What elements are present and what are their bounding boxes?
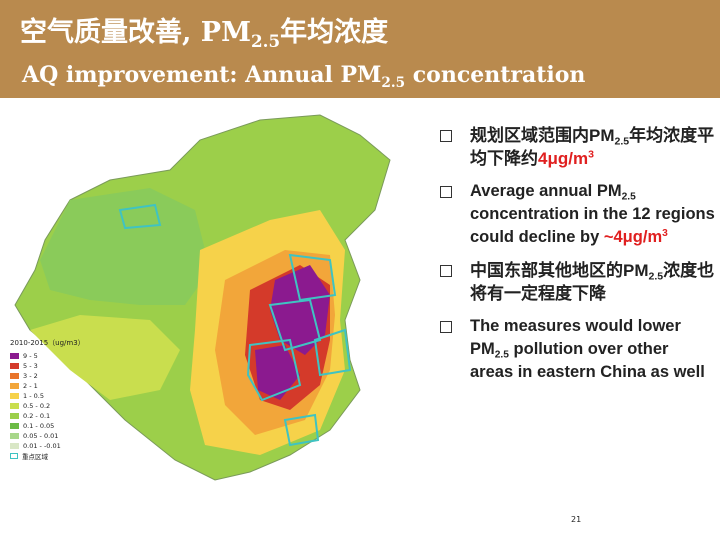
legend-item: 重点区域 bbox=[10, 451, 122, 461]
legend-label: 0.5 - 0.2 bbox=[23, 402, 51, 410]
map-purple-sichuan bbox=[255, 345, 300, 400]
region-outline-xinjiang bbox=[118, 203, 162, 230]
bullet-text-part: 中国东部其他地区的PM bbox=[470, 261, 649, 280]
bullet-item: 中国东部其他地区的PM2.5浓度也将有一定程度下降 bbox=[436, 259, 716, 305]
legend-swatch bbox=[10, 423, 19, 429]
bullet-text-part: The measures would lower PM bbox=[470, 317, 681, 358]
bullet-text-part: ~4μg/m bbox=[603, 228, 663, 246]
legend-swatch bbox=[10, 353, 19, 359]
legend-item: 0.5 - 0.2 bbox=[10, 401, 122, 411]
bullet-text-part: 2.5 bbox=[648, 270, 664, 283]
legend-label: 9 - 5 bbox=[23, 352, 38, 360]
title-banner: 空气质量改善, PM2.5年均浓度 AQ improvement: Annual… bbox=[0, 0, 720, 98]
title-english: AQ improvement: Annual PM2.5 concentrati… bbox=[22, 62, 586, 91]
legend-swatch bbox=[10, 373, 19, 379]
bullet-text-part: 规划区域范围内PM bbox=[470, 126, 615, 145]
region-outline-central bbox=[268, 298, 322, 352]
map-tibet-region bbox=[30, 315, 180, 400]
bullet-checkbox-icon bbox=[440, 186, 452, 198]
bullet-item: The measures would lower PM2.5 pollution… bbox=[436, 315, 716, 384]
legend-item: 5 - 3 bbox=[10, 361, 122, 371]
bullet-text-part: concentration in the 12 regions could de… bbox=[470, 205, 715, 246]
legend-label: 0.01 - -0.01 bbox=[23, 442, 61, 450]
china-pm25-map bbox=[14, 114, 391, 481]
legend-swatch bbox=[10, 433, 19, 439]
legend-item: 3 - 2 bbox=[10, 371, 122, 381]
bullet-item: Average annual PM2.5 concentration in th… bbox=[436, 180, 716, 249]
legend-item: 0.1 - 0.05 bbox=[10, 421, 122, 431]
legend-swatch bbox=[10, 403, 19, 409]
legend-item: 0.2 - 0.1 bbox=[10, 411, 122, 421]
bullet-item: 规划区域范围内PM2.5年均浓度平均下降约4μg/m3 bbox=[436, 124, 716, 170]
legend-label: 0.05 - 0.01 bbox=[23, 432, 59, 440]
bullet-text-part: 4μg/m bbox=[538, 149, 589, 168]
legend-label: 0.2 - 0.1 bbox=[23, 412, 51, 420]
legend-label: 3 - 2 bbox=[23, 372, 38, 380]
region-outline-delta bbox=[313, 328, 352, 377]
legend-swatch bbox=[10, 453, 18, 459]
bullet-list: 规划区域范围内PM2.5年均浓度平均下降约4μg/m3 Average annua… bbox=[436, 124, 716, 394]
bullet-text-part: 3 bbox=[662, 227, 668, 239]
legend-swatch bbox=[10, 393, 19, 399]
key-region-outlines bbox=[118, 203, 352, 447]
legend-title: 2010-2015（ug/m3） bbox=[10, 339, 85, 347]
legend-item: 0.05 - 0.01 bbox=[10, 431, 122, 441]
legend-swatch bbox=[10, 443, 19, 449]
bullet-text-part: pollution over other areas in eastern Ch… bbox=[470, 340, 705, 381]
page-number: 21 bbox=[571, 515, 582, 524]
bullet-checkbox-icon bbox=[440, 321, 452, 333]
map-west-region bbox=[40, 188, 210, 305]
legend-swatch bbox=[10, 363, 19, 369]
region-outline-prd bbox=[283, 413, 320, 447]
bullet-text-part: 年均浓度平均下降约 bbox=[470, 126, 715, 168]
region-outline-sichuan bbox=[246, 338, 302, 402]
legend-item: 9 - 5 bbox=[10, 351, 122, 361]
bullet-text-part: 2.5 bbox=[494, 349, 509, 361]
legend-items: 9 - 5 5 - 3 3 - 2 2 - 1 1 - 0.5 0.5 - 0.2 0.2 … bbox=[10, 351, 122, 461]
legend-item: 0.01 - -0.01 bbox=[10, 441, 122, 451]
bullet-checkbox-icon bbox=[440, 130, 452, 142]
map-legend: 2010-2015（ug/m3） 9 - 5 5 - 3 3 - 2 2 - 1 1 -… bbox=[10, 338, 122, 461]
legend-swatch bbox=[10, 383, 19, 389]
legend-label: 0.1 - 0.05 bbox=[23, 422, 55, 430]
bullet-text-part: 2.5 bbox=[614, 135, 630, 148]
bullet-text-part: 浓度也将有一定程度下降 bbox=[470, 261, 715, 303]
bullet-text-part: 3 bbox=[588, 148, 594, 161]
legend-item: 1 - 0.5 bbox=[10, 391, 122, 401]
legend-swatch bbox=[10, 413, 19, 419]
legend-label: 2 - 1 bbox=[23, 382, 38, 390]
legend-item: 2 - 1 bbox=[10, 381, 122, 391]
title-chinese: 空气质量改善, PM2.5年均浓度 bbox=[20, 17, 389, 51]
bullet-text-part: 2.5 bbox=[621, 191, 636, 203]
bullet-checkbox-icon bbox=[440, 265, 452, 277]
region-outline-jingjinji bbox=[288, 253, 337, 302]
legend-label: 1 - 0.5 bbox=[23, 392, 44, 400]
legend-label: 5 - 3 bbox=[23, 362, 38, 370]
bullet-text-part: Average annual PM bbox=[470, 182, 622, 200]
legend-label: 重点区域 bbox=[22, 453, 48, 461]
map-purple-core bbox=[270, 265, 330, 355]
